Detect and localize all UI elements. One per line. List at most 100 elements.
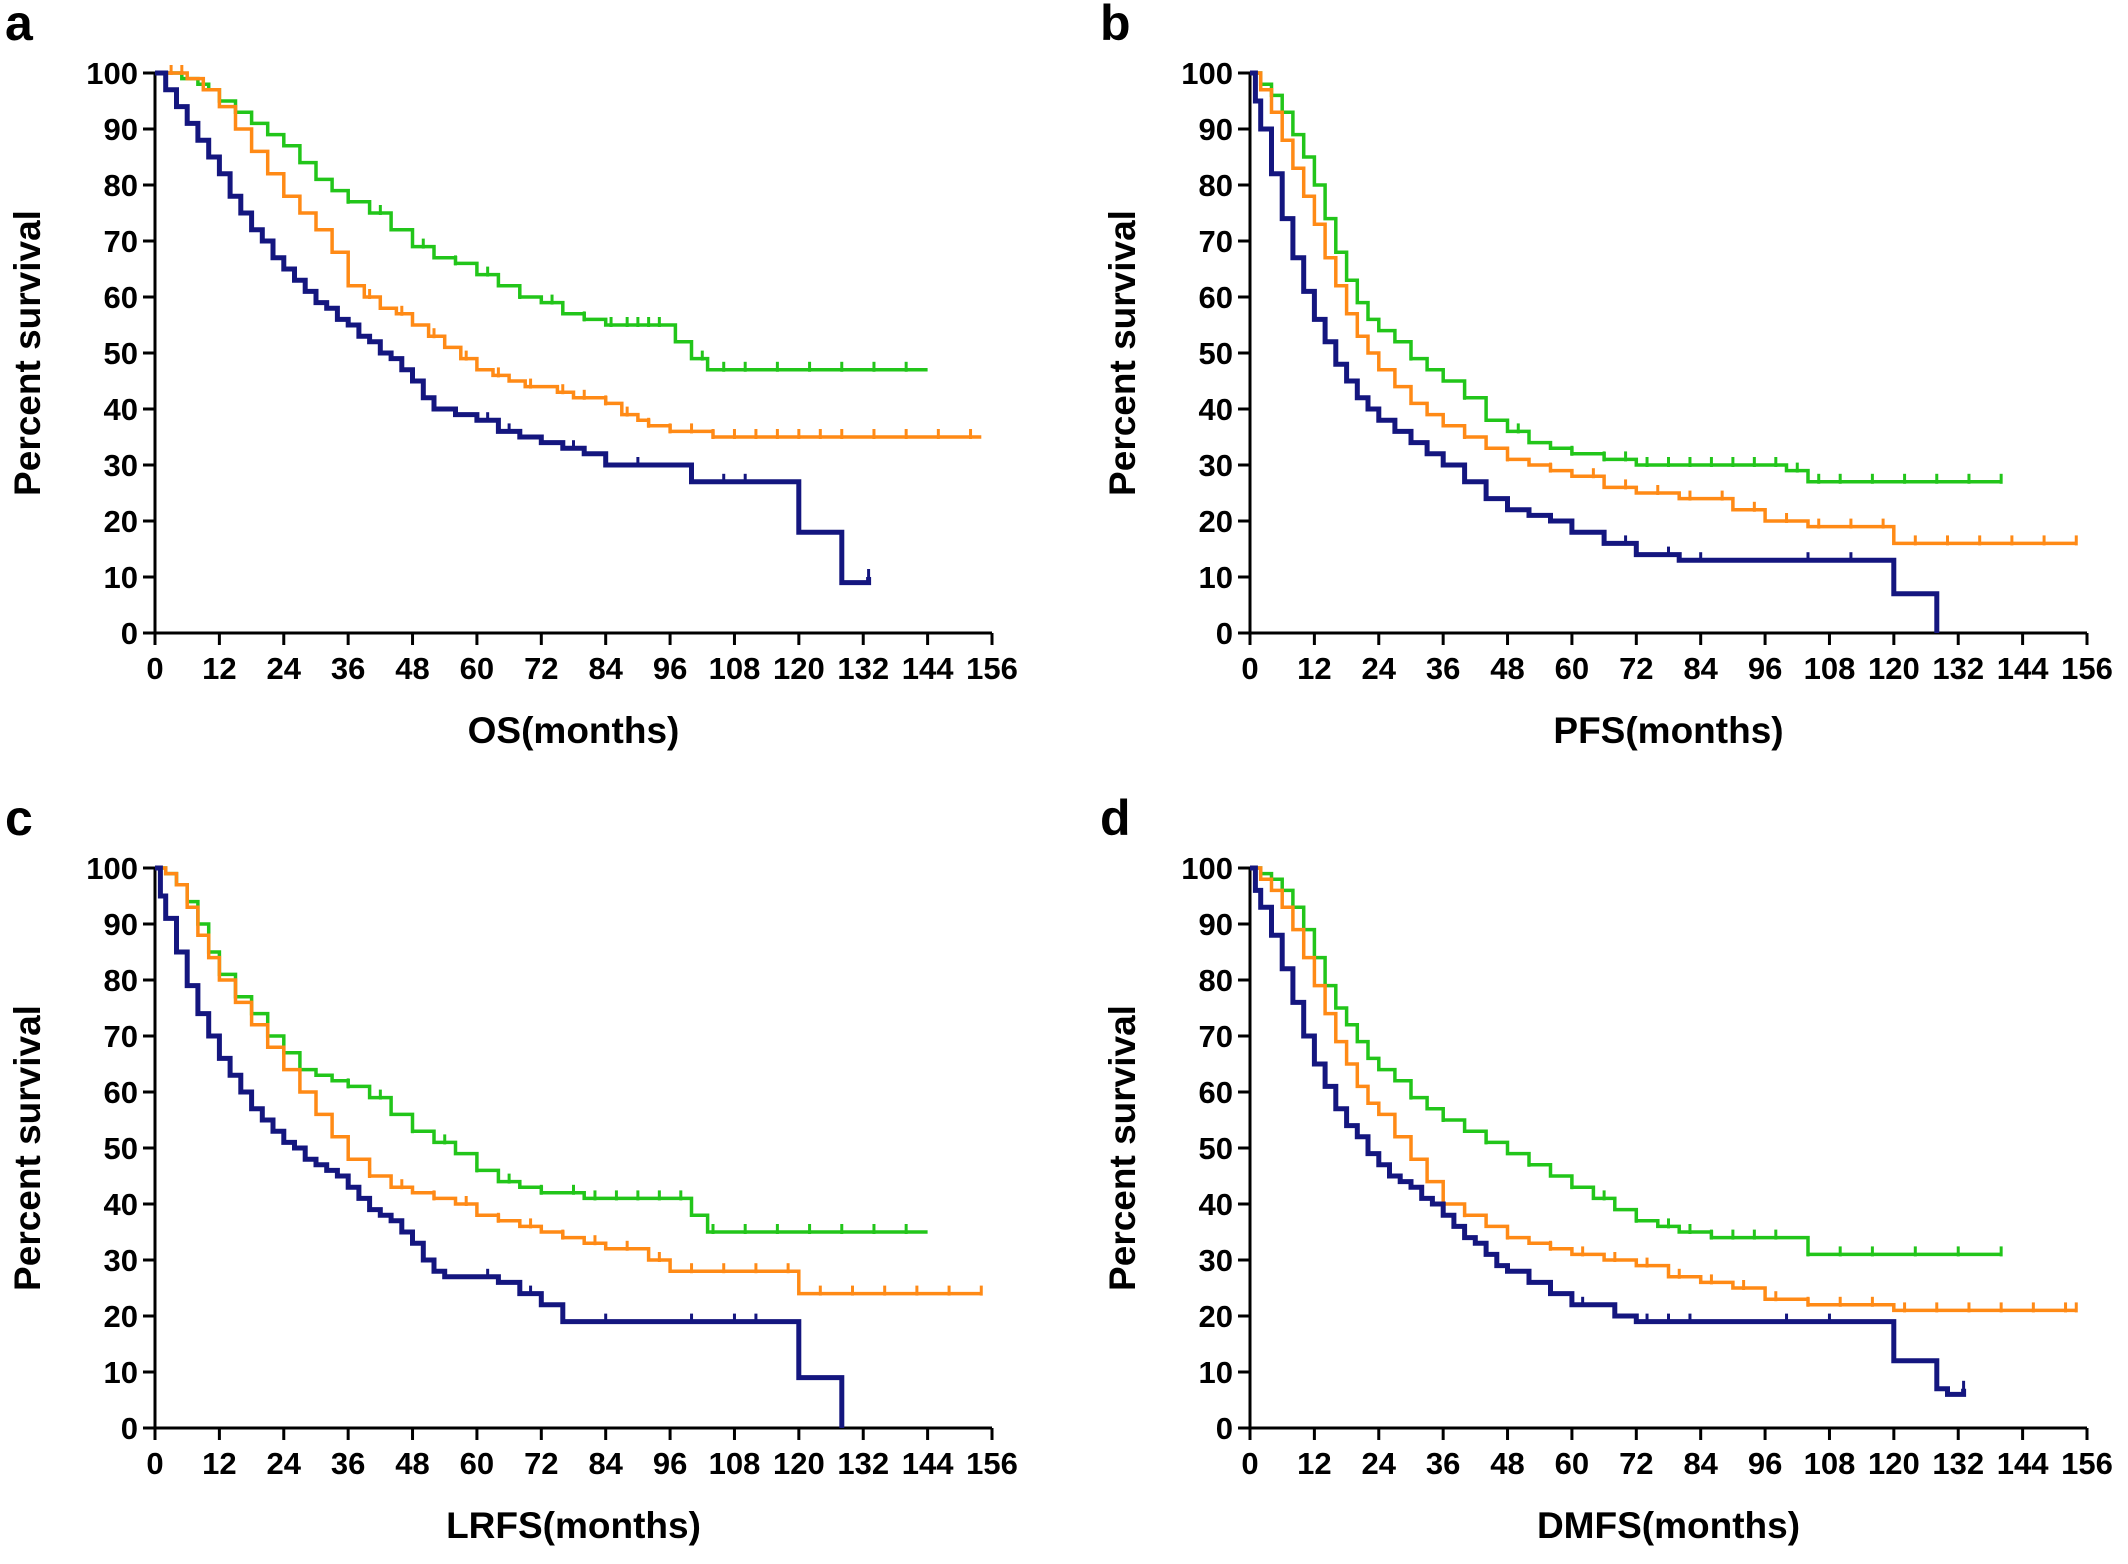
y-tick-label: 50 (1199, 1131, 1233, 1166)
x-tick-label: 132 (837, 1446, 889, 1481)
series-line-navy (1250, 865, 1967, 1397)
x-tick-label: 120 (1868, 1446, 1920, 1481)
series-line-orange (1250, 866, 2077, 1313)
y-tick-label: 70 (104, 224, 138, 259)
x-tick-label: 120 (773, 651, 825, 686)
y-tick-label: 20 (104, 1299, 138, 1334)
x-tick-label: 36 (331, 651, 365, 686)
x-tick-label: 0 (146, 651, 163, 686)
panel-b: b 0 10 20 30 40 50 60 70 80 90 100 0 12 24 36 48 60 72 84 96… (1100, 0, 2113, 751)
y-tick-label: 30 (104, 448, 138, 483)
series-line-green (155, 71, 928, 372)
x-tick-label: 144 (1997, 1446, 2049, 1481)
y-tick-label: 30 (1199, 1243, 1233, 1278)
x-axis-title: PFS(months) (1553, 710, 1783, 751)
x-tick-label: 60 (460, 1446, 494, 1481)
panel-a: a 0 10 20 30 40 50 60 70 80 90 100 0 12 24 36 48 60 72 84 96… (5, 0, 1018, 751)
x-tick-label: 132 (1932, 1446, 1984, 1481)
x-tick-label: 36 (1426, 1446, 1460, 1481)
x-tick-label: 84 (588, 1446, 623, 1481)
x-tick-label: 24 (267, 651, 302, 686)
y-tick-label: 100 (1181, 851, 1233, 886)
x-tick-label: 96 (653, 1446, 687, 1481)
y-tick-label: 30 (104, 1243, 138, 1278)
y-tick-label: 40 (104, 1187, 138, 1222)
y-tick-label: 90 (1199, 112, 1233, 147)
y-tick-label: 60 (104, 280, 138, 315)
series-line-orange (1250, 71, 2077, 546)
x-tick-label: 48 (1490, 651, 1524, 686)
x-tick-label: 84 (1683, 651, 1718, 686)
x-tick-label: 60 (1555, 651, 1589, 686)
y-tick-label: 10 (1199, 560, 1233, 595)
x-tick-label: 48 (395, 1446, 429, 1481)
y-tick-label: 70 (104, 1019, 138, 1054)
y-tick-label: 20 (1199, 1299, 1233, 1334)
y-tick-label: 90 (104, 907, 138, 942)
y-tick-label: 10 (1199, 1355, 1233, 1390)
x-tick-label: 108 (1804, 651, 1856, 686)
y-tick-label: 90 (104, 112, 138, 147)
series-line-orange (155, 866, 982, 1296)
y-axis-title: Percent survival (1102, 210, 1143, 496)
x-tick-label: 12 (202, 651, 236, 686)
x-tick-label: 36 (1426, 651, 1460, 686)
x-tick-label: 72 (1619, 651, 1653, 686)
y-tick-label: 70 (1199, 224, 1233, 259)
y-tick-label: 100 (1181, 56, 1233, 91)
x-tick-label: 72 (1619, 1446, 1653, 1481)
y-axis-title: Percent survival (7, 1005, 48, 1291)
x-tick-label: 12 (202, 1446, 236, 1481)
y-axis-title: Percent survival (1102, 1005, 1143, 1291)
y-tick-label: 90 (1199, 907, 1233, 942)
x-tick-label: 156 (966, 651, 1018, 686)
y-tick-label: 60 (1199, 1075, 1233, 1110)
x-tick-label: 96 (653, 651, 687, 686)
x-tick-label: 24 (1362, 1446, 1397, 1481)
y-tick-label: 40 (1199, 392, 1233, 427)
y-tick-label: 80 (1199, 168, 1233, 203)
y-tick-label: 0 (121, 1411, 138, 1446)
x-tick-label: 48 (395, 651, 429, 686)
x-tick-label: 132 (1932, 651, 1984, 686)
x-tick-label: 60 (1555, 1446, 1589, 1481)
x-tick-label: 144 (902, 1446, 954, 1481)
y-tick-label: 30 (1199, 448, 1233, 483)
y-tick-label: 80 (104, 168, 138, 203)
panel-label: c (5, 790, 33, 846)
x-tick-label: 156 (2061, 651, 2113, 686)
y-tick-label: 50 (104, 336, 138, 371)
x-tick-label: 72 (524, 1446, 558, 1481)
x-tick-label: 144 (1997, 651, 2049, 686)
x-tick-label: 156 (2061, 1446, 2113, 1481)
y-tick-label: 20 (1199, 504, 1233, 539)
x-tick-label: 12 (1297, 1446, 1331, 1481)
x-axis-title: DMFS(months) (1537, 1505, 1800, 1546)
y-axis-title: Percent survival (7, 210, 48, 496)
y-tick-label: 80 (104, 963, 138, 998)
x-tick-label: 48 (1490, 1446, 1524, 1481)
x-axis-title: OS(months) (468, 710, 680, 751)
x-tick-label: 0 (1241, 1446, 1258, 1481)
y-tick-label: 10 (104, 560, 138, 595)
x-tick-label: 132 (837, 651, 889, 686)
x-tick-label: 120 (773, 1446, 825, 1481)
y-tick-label: 100 (86, 56, 138, 91)
panel-label: a (5, 0, 34, 51)
y-tick-label: 40 (1199, 1187, 1233, 1222)
y-tick-label: 50 (104, 1131, 138, 1166)
panel-c: c 0 10 20 30 40 50 60 70 80 90 100 0 12 24 36 48 60 72 84 96… (5, 790, 1018, 1546)
series-line-green (1250, 71, 2002, 484)
y-tick-label: 40 (104, 392, 138, 427)
y-tick-label: 80 (1199, 963, 1233, 998)
y-tick-label: 20 (104, 504, 138, 539)
x-tick-label: 108 (709, 1446, 761, 1481)
panel-label: b (1100, 0, 1131, 51)
x-tick-label: 0 (146, 1446, 163, 1481)
series-line-green (1250, 866, 2002, 1257)
series-line-navy (1250, 70, 1940, 633)
y-tick-label: 50 (1199, 336, 1233, 371)
series-line-orange (155, 71, 982, 439)
x-tick-label: 60 (460, 651, 494, 686)
